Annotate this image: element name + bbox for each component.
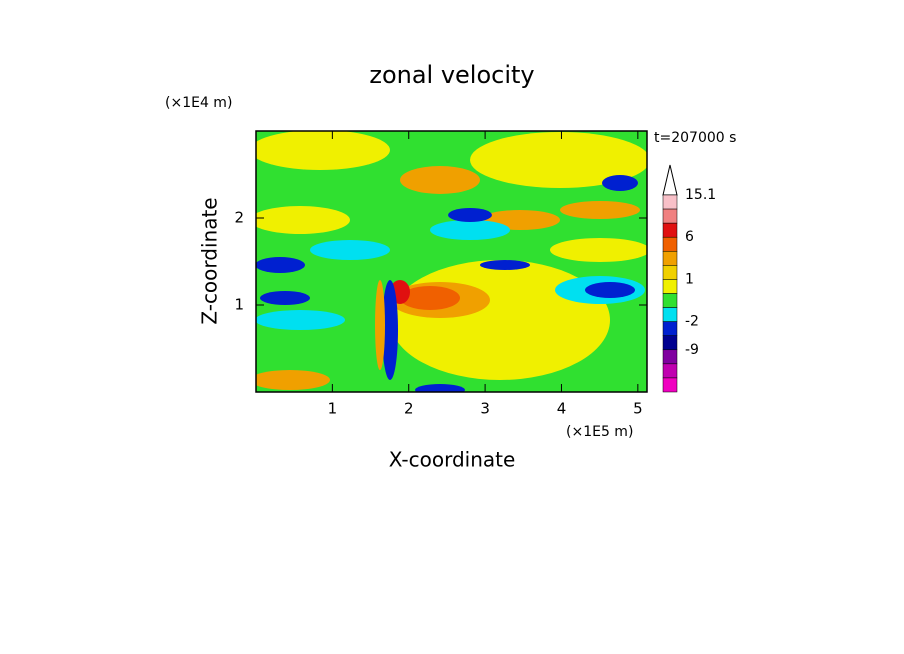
contour-fill <box>430 220 510 240</box>
x-tick-label: 2 <box>404 400 414 418</box>
colorbar-segment <box>662 279 678 294</box>
colorbar-label: 6 <box>685 229 694 245</box>
contour-fill <box>256 257 305 273</box>
contour-fill <box>375 280 385 370</box>
x-tick-label: 4 <box>557 400 567 418</box>
contour-fill <box>448 208 492 222</box>
x-tick-label: 3 <box>480 400 490 418</box>
contour-fill <box>256 131 390 170</box>
colorbar-segment <box>662 307 678 322</box>
contour-fill <box>256 310 345 330</box>
contour-fill <box>585 282 635 298</box>
colorbar-segment <box>662 335 678 351</box>
contour-fill <box>415 384 465 392</box>
y-unit: (×1E4 m) <box>165 95 232 111</box>
colorbar-segment <box>662 251 678 266</box>
contour-fill <box>480 260 530 270</box>
y-tick-label: 2 <box>234 209 244 227</box>
plot-frame <box>255 130 648 393</box>
time-label: t=207000 s <box>654 130 736 146</box>
contour-fill <box>260 291 310 305</box>
contour-fill <box>310 240 390 260</box>
chart-title: zonal velocity <box>369 61 534 89</box>
contour-fill <box>550 238 647 262</box>
contour-fill <box>256 206 350 234</box>
contour-fill <box>400 166 480 194</box>
colorbar-segment <box>662 265 678 280</box>
y-axis-title: Z-coordinate <box>198 197 222 324</box>
colorbar-segment <box>662 321 678 336</box>
colorbar-label: 15.1 <box>685 187 716 203</box>
y-tick-label: 1 <box>234 296 244 314</box>
colorbar-segment <box>662 236 678 252</box>
colorbar-label: -9 <box>685 342 699 358</box>
colorbar-label: 1 <box>685 271 694 287</box>
x-tick-label: 5 <box>633 400 643 418</box>
contour-fill <box>382 280 398 380</box>
contour-fill <box>560 201 640 219</box>
x-tick-label: 1 <box>328 400 338 418</box>
colorbar-segment <box>662 363 678 379</box>
colorbar-under <box>662 377 678 393</box>
contour-fill <box>602 175 638 191</box>
colorbar-over <box>662 164 678 196</box>
colorbar-segment <box>662 208 678 224</box>
colorbar-segment <box>662 222 678 238</box>
colorbar-segment <box>662 194 678 210</box>
contour-fill <box>400 286 460 310</box>
contour-field <box>256 131 647 392</box>
colorbar-label: -2 <box>685 314 699 330</box>
colorbar-segment <box>662 293 678 308</box>
x-axis-title: X-coordinate <box>389 448 516 472</box>
contour-fill <box>470 132 647 188</box>
colorbar-segment <box>662 349 678 365</box>
contour-fill <box>256 370 330 390</box>
x-unit: (×1E5 m) <box>566 424 633 440</box>
